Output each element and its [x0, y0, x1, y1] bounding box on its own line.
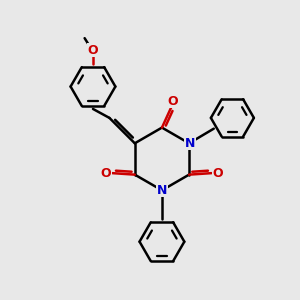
- Text: O: O: [213, 167, 224, 180]
- Text: O: O: [100, 167, 111, 180]
- Text: N: N: [184, 137, 195, 150]
- Text: O: O: [88, 44, 98, 57]
- Text: O: O: [168, 95, 178, 108]
- Text: N: N: [157, 184, 167, 197]
